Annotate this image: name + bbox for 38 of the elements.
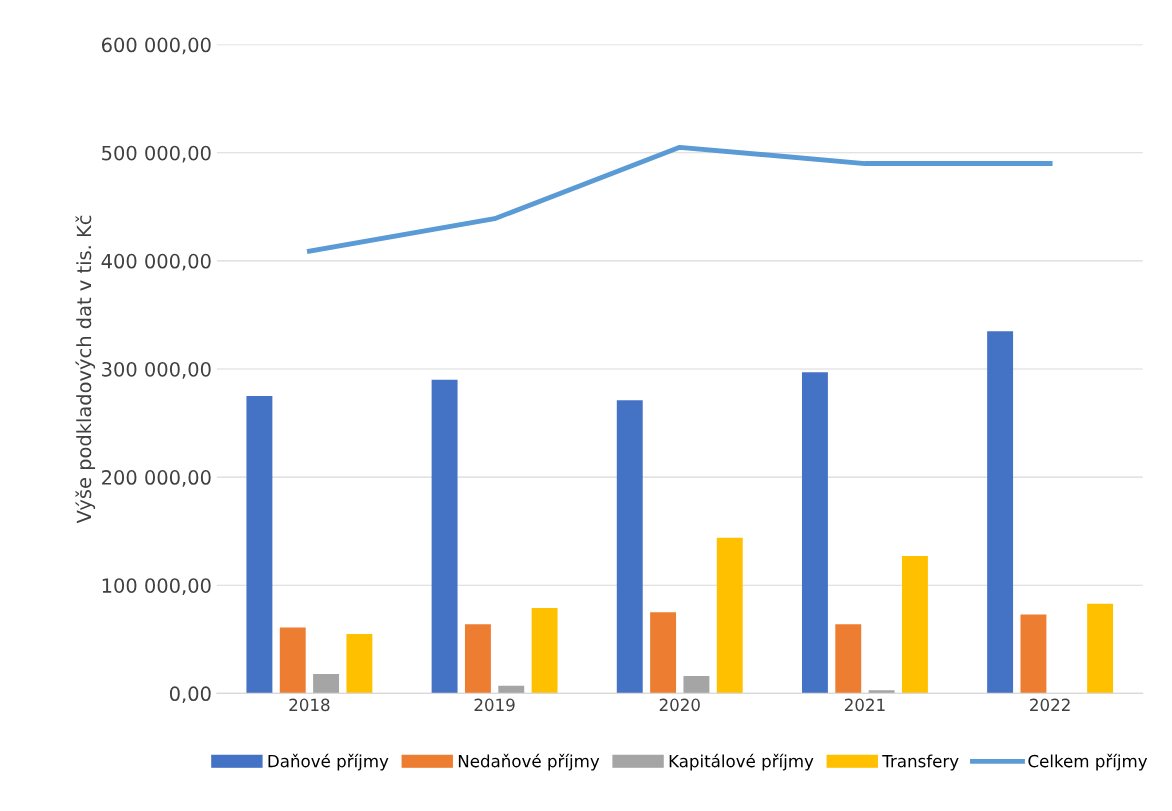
bar — [987, 331, 1014, 694]
bar — [431, 379, 458, 694]
y-tick-label: 100 000,00 — [102, 578, 211, 595]
bar — [498, 685, 525, 694]
legend-label: Kapitálové příjmy — [669, 753, 814, 771]
y-tick-label: 0,00 — [169, 686, 211, 704]
x-tick-label: 2019 — [474, 698, 515, 712]
bar — [1087, 603, 1114, 694]
bar — [650, 612, 677, 694]
x-tick-label: 2018 — [289, 698, 330, 712]
x-tick-label: 2021 — [844, 698, 885, 712]
y-tick-label: 300 000,00 — [102, 361, 211, 379]
line-series — [306, 144, 1053, 254]
legend-label: Nedaňové příjmy — [458, 753, 600, 771]
y-axis-title: Výše podkladových dat v tis. Kč — [75, 215, 96, 524]
bar — [246, 396, 273, 694]
bar — [1020, 614, 1047, 694]
legend-label: Transfery — [882, 754, 959, 771]
bar — [464, 624, 491, 694]
x-tick-label: 2022 — [1030, 698, 1070, 712]
y-tick-label: 600 000,00 — [101, 37, 211, 55]
bar — [835, 624, 862, 694]
y-tick-label: 500 000,00 — [102, 145, 211, 163]
legend-label: Celkem příjmy — [1028, 753, 1148, 771]
x-tick-label: 2020 — [659, 698, 700, 712]
bar — [279, 627, 306, 694]
legend-label: Daňové příjmy — [268, 753, 389, 771]
bar — [346, 633, 373, 694]
bar — [801, 372, 828, 694]
y-tick-label: 400 000,00 — [101, 253, 211, 271]
bar — [313, 673, 340, 694]
bar — [716, 537, 743, 694]
bar — [531, 607, 558, 694]
bar — [616, 400, 643, 694]
bar — [868, 690, 895, 694]
bar — [683, 676, 710, 694]
y-tick-label: 200 000,00 — [102, 470, 211, 487]
bar — [901, 556, 928, 694]
